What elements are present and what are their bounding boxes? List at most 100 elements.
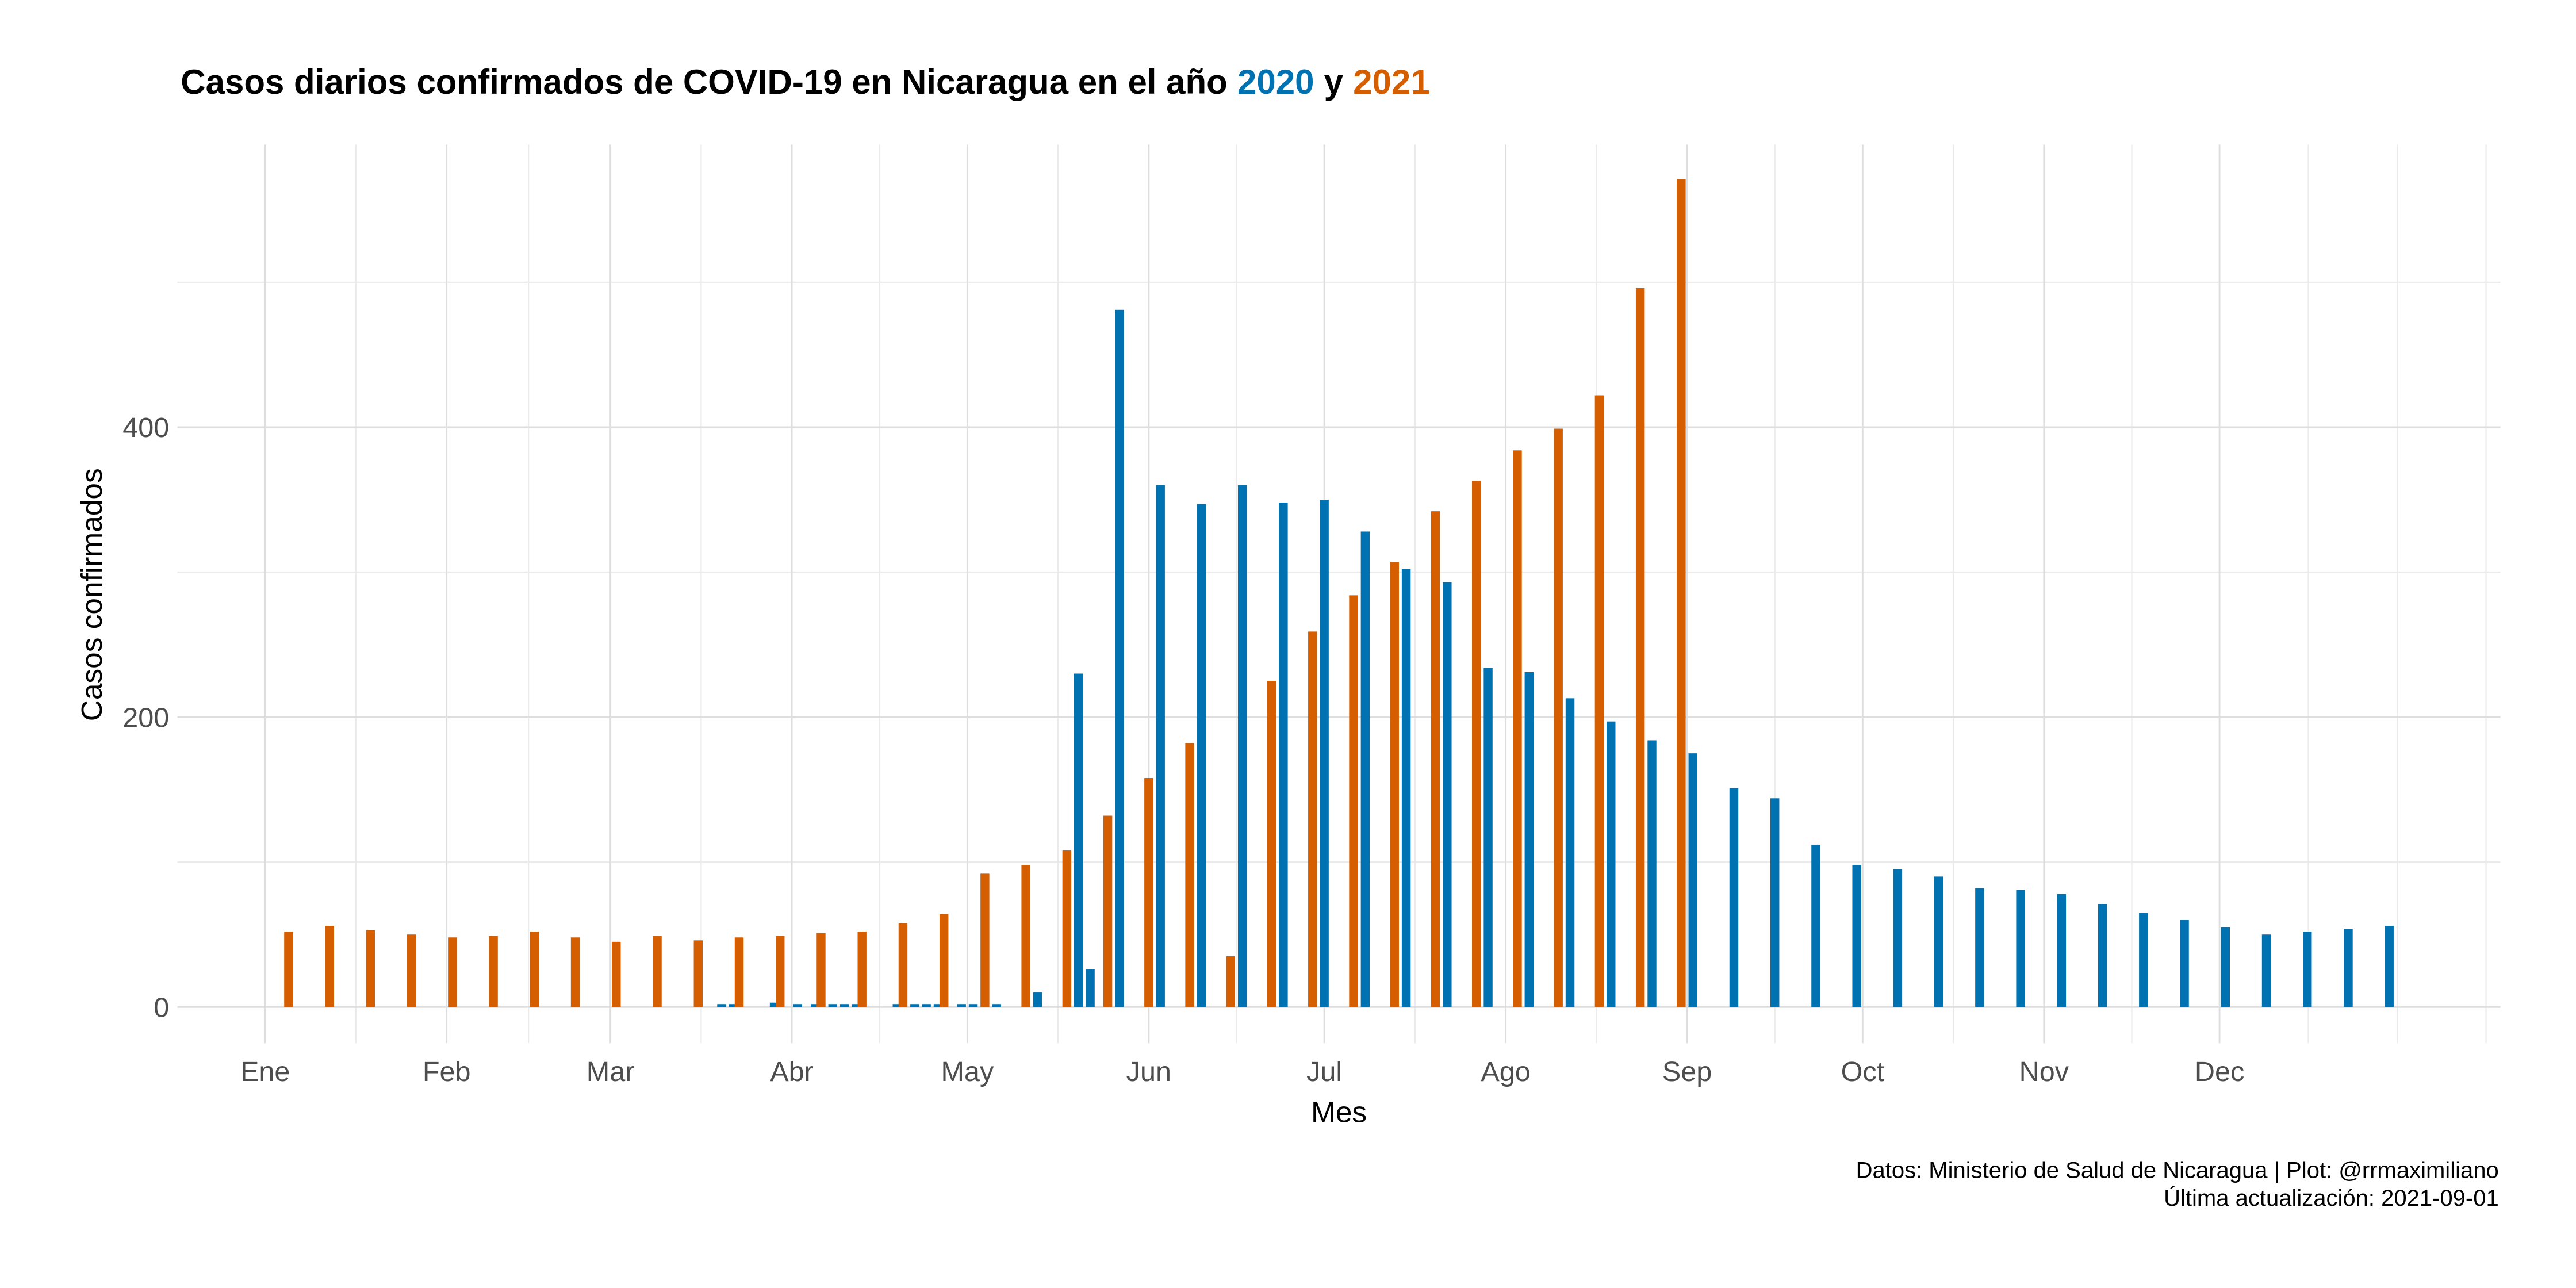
bar [811, 1004, 820, 1007]
bar [1513, 450, 1522, 1007]
bar [570, 937, 580, 1007]
bar [852, 1004, 861, 1007]
y-axis-title: Casos confirmados [75, 468, 108, 721]
bar [1267, 681, 1276, 1007]
bar [2385, 926, 2394, 1007]
x-tick-label: Sep [1662, 1056, 1712, 1087]
bar [1934, 876, 1943, 1007]
bar [857, 931, 867, 1007]
caption: Datos: Ministerio de Salud de Nicaragua … [1856, 1158, 2499, 1183]
bar [1524, 672, 1534, 1007]
bar [793, 1004, 802, 1007]
x-tick-label: Feb [423, 1056, 471, 1087]
bar [1893, 869, 1903, 1007]
bar [530, 931, 539, 1007]
bar [1390, 562, 1399, 1007]
title-series-2021: 2021 [1353, 63, 1429, 101]
bar [1607, 721, 1616, 1007]
x-tick-label: Oct [1841, 1056, 1885, 1087]
bar [1279, 503, 1288, 1007]
bar [717, 1004, 726, 1007]
bar [1770, 798, 1780, 1007]
bar [2016, 890, 2025, 1007]
bar [729, 1004, 738, 1007]
x-tick-label: Jun [1126, 1056, 1171, 1087]
bar [1237, 485, 1247, 1007]
bar [839, 1004, 849, 1007]
bar [1677, 179, 1686, 1007]
bar [284, 931, 293, 1007]
bar [407, 934, 416, 1007]
bar [366, 930, 375, 1007]
bar [1647, 740, 1657, 1007]
y-tick-label: 200 [122, 702, 169, 733]
bar [1565, 698, 1575, 1007]
bar [939, 914, 949, 1007]
bar [489, 936, 498, 1007]
bar [2221, 927, 2230, 1007]
bar [1594, 395, 1604, 1007]
x-axis-title: Mes [1311, 1095, 1367, 1128]
bar [1074, 673, 1083, 1007]
bar [1852, 865, 1861, 1007]
bar [448, 937, 457, 1007]
bar [910, 1004, 919, 1007]
y-tick-label: 400 [122, 412, 169, 443]
bar [992, 1004, 1001, 1007]
bar [1360, 531, 1370, 1007]
bar [922, 1004, 931, 1007]
bar [2261, 934, 2271, 1007]
chart-title: Casos diarios confirmados de COVID-19 en… [181, 63, 1429, 101]
y-tick-label: 0 [154, 992, 169, 1023]
bar [1811, 844, 1820, 1007]
bar [1688, 753, 1697, 1007]
bar [2344, 929, 2353, 1007]
bar [980, 873, 990, 1007]
bar [2057, 894, 2067, 1007]
bar [1483, 668, 1493, 1007]
title-text: y [1324, 63, 1344, 101]
bar [325, 926, 334, 1007]
x-tick-label: Mar [586, 1056, 635, 1087]
bar [2180, 920, 2189, 1007]
bar [1349, 595, 1358, 1007]
bar [828, 1004, 838, 1007]
bar [1431, 511, 1440, 1007]
bar [1308, 631, 1317, 1007]
bar [892, 1004, 902, 1007]
x-tick-label: May [941, 1056, 994, 1087]
bar [1021, 865, 1030, 1007]
bar [612, 941, 621, 1007]
bar [1635, 288, 1645, 1007]
bar [769, 1002, 779, 1007]
bar [693, 940, 703, 1007]
x-tick-label: Ago [1481, 1056, 1530, 1087]
bar [898, 923, 908, 1007]
bar [1975, 888, 1984, 1007]
labels: Ene Feb Mar Abr May Jun Jul Ago Sep Oct Nov Dec 0 200… [122, 412, 2244, 1087]
bar [1226, 956, 1236, 1007]
bar [1554, 428, 1563, 1007]
title-text: Casos diarios confirmados de COVID-19 en… [181, 63, 1228, 101]
bar [734, 937, 744, 1007]
bar [1103, 815, 1113, 1007]
grid [177, 144, 2501, 1044]
bars [284, 179, 2394, 1007]
bar [1115, 309, 1124, 1007]
x-tick-label: Abr [770, 1056, 814, 1087]
caption: Última actualización: 2021-09-01 [2164, 1185, 2499, 1211]
x-tick-label: Nov [2019, 1056, 2069, 1087]
bar [1144, 777, 1153, 1007]
x-tick-label: Ene [240, 1056, 290, 1087]
bar [2139, 913, 2148, 1007]
bar [2303, 931, 2312, 1007]
bar [1062, 850, 1072, 1007]
bar [816, 933, 826, 1007]
bar [933, 1004, 943, 1007]
bar [1401, 569, 1411, 1007]
bar [1472, 481, 1481, 1007]
x-tick-label: Dec [2195, 1056, 2244, 1087]
bar [1086, 969, 1095, 1007]
bar [1185, 743, 1194, 1007]
